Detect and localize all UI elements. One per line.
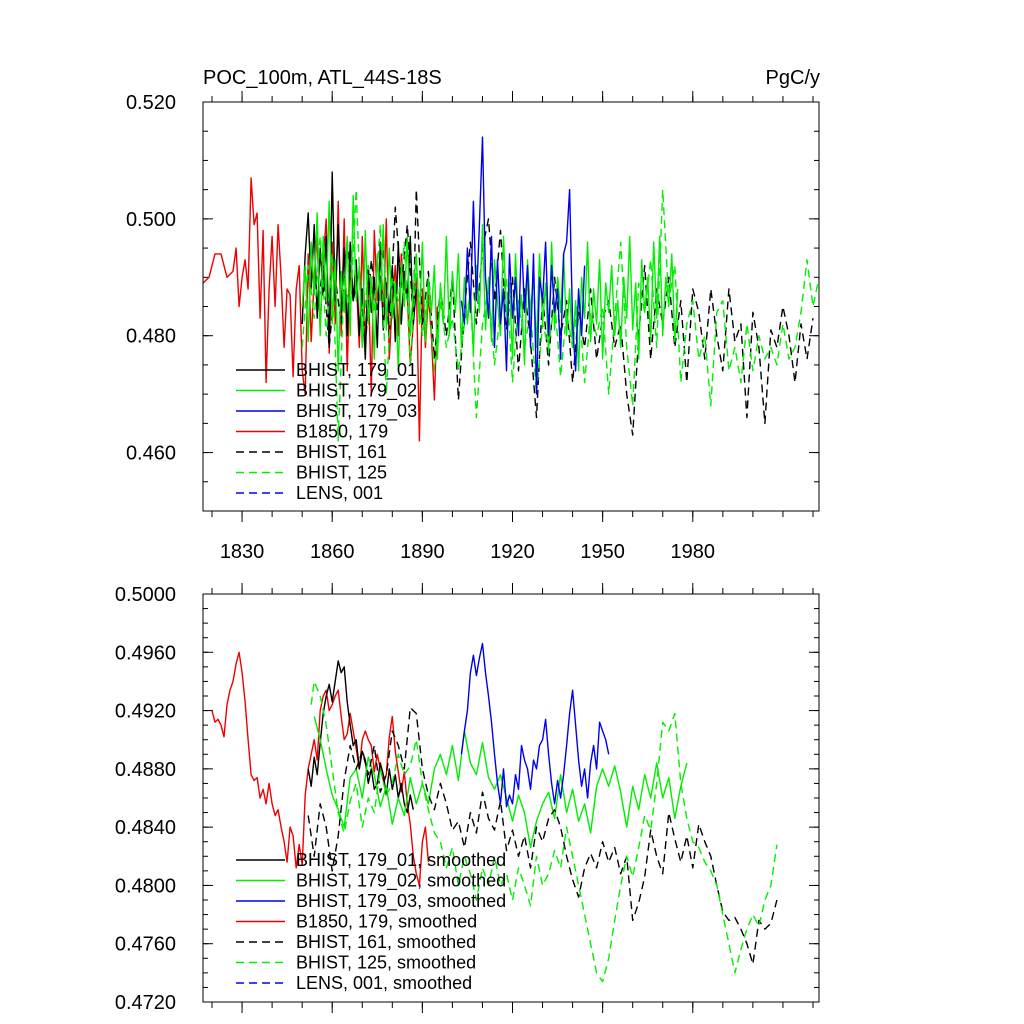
top-legend-label: BHIST, 179_02: [296, 381, 417, 402]
top-series-line: [460, 136, 586, 395]
top-axis-ticks: 0.460 0.480 0.500 0.520 1830 1860 1890 1920 1950…: [126, 91, 819, 563]
top-legend-label: BHIST, 179_01: [296, 360, 417, 381]
bottom-legend-label: BHIST, 125, smoothed: [296, 953, 476, 973]
bottom-y-tick-label: 0.4840: [115, 817, 176, 839]
bottom-y-tick-label: 0.4760: [115, 934, 176, 956]
bottom-legend-label: LENS, 001, smoothed: [296, 973, 472, 993]
bottom-series-line: [211, 651, 430, 887]
top-legend-label: BHIST, 125: [296, 463, 387, 483]
bottom-series-line: [310, 680, 778, 983]
top-legend-label: BHIST, 161: [296, 442, 387, 462]
bottom-y-tick-label: 0.4720: [115, 992, 176, 1014]
top-series-group: [202, 136, 820, 442]
bottom-y-tick-label: 0.4960: [115, 642, 176, 664]
bottom-y-tick-label: 0.4800: [115, 875, 176, 897]
top-series-line: [301, 194, 679, 372]
top-x-tick-label: 1980: [671, 541, 716, 563]
top-legend-label: LENS, 001: [296, 483, 383, 503]
top-plot-frame: [202, 101, 820, 512]
top-series-line: [301, 171, 417, 360]
bottom-legend-label: BHIST, 179_03, smoothed: [296, 891, 506, 912]
top-y-tick-label: 0.480: [126, 326, 176, 348]
bottom-series-line: [313, 716, 688, 849]
bottom-legend-label: BHIST, 179_01, smoothed: [296, 850, 506, 871]
top-x-tick-label: 1830: [220, 541, 265, 563]
bottom-legend-label: BHIST, 179_02, smoothed: [296, 871, 506, 892]
bottom-legend-label: BHIST, 161, smoothed: [296, 932, 476, 952]
top-legend-label: B1850, 179: [296, 422, 388, 442]
top-title: POC_100m, ATL_44S-18S: [203, 67, 442, 89]
bottom-y-tick-label: 0.4920: [115, 701, 176, 723]
top-legend-label: BHIST, 179_03: [296, 401, 417, 422]
top-units: PgC/y: [766, 67, 820, 89]
top-series-line: [316, 188, 814, 436]
bottom-axis-ticks: 0.4720 0.4760 0.4800 0.4840 0.4880 0.4920 0.49…: [115, 583, 819, 1014]
top-x-tick-label: 1890: [400, 541, 445, 563]
top-panel: POC_100m, ATL_44S-18S PgC/y 0.4600.4800.…: [126, 67, 820, 563]
top-y-tick-label: 0.500: [126, 209, 176, 231]
bottom-series-line: [460, 642, 610, 808]
bottom-series-group: [211, 642, 778, 983]
top-x-tick-label: 1920: [490, 541, 535, 563]
top-y-tick-label: 0.520: [126, 92, 176, 114]
bottom-plot-frame: [202, 593, 820, 1003]
bottom-y-tick-label: 0.5000: [115, 584, 176, 606]
bottom-legend-label: B1850, 179, smoothed: [296, 912, 477, 932]
bottom-panel: 0.4720 0.4760 0.4800 0.4840 0.4880 0.4920 0.49…: [115, 583, 820, 1014]
top-y-tick-label: 0.460: [126, 443, 176, 465]
bottom-y-tick-label: 0.4880: [115, 759, 176, 781]
top-x-tick-label: 1860: [310, 541, 355, 563]
bottom-series-line: [307, 660, 414, 814]
top-x-tick-label: 1950: [580, 541, 625, 563]
